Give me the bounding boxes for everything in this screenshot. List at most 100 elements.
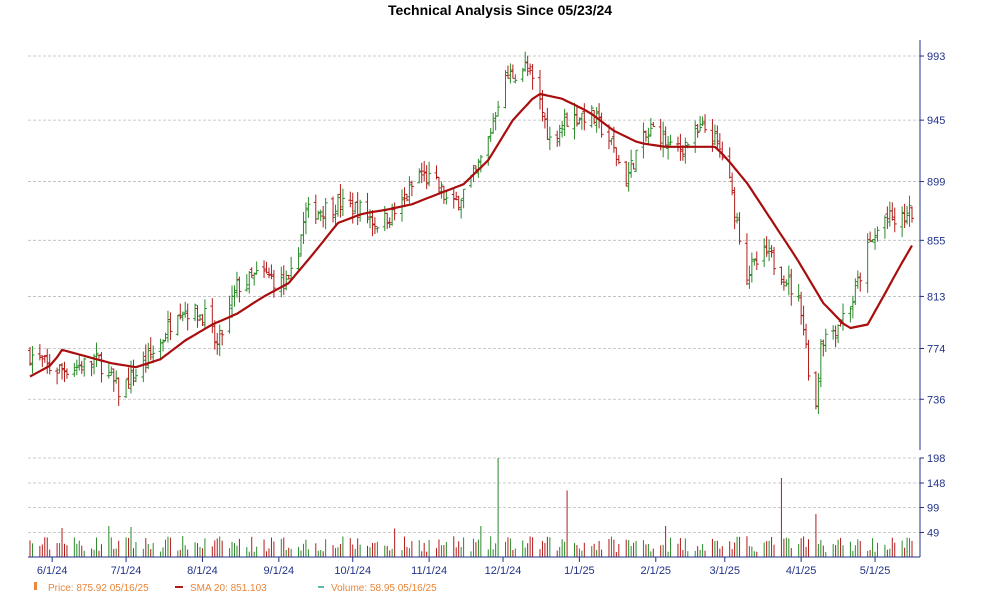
time-tick-label: 8/1/24 bbox=[187, 565, 218, 577]
ohlc-bar bbox=[806, 339, 811, 381]
ohlc-bar bbox=[841, 303, 846, 331]
ohlc-bar bbox=[663, 126, 668, 147]
time-tick-label: 7/1/24 bbox=[111, 565, 142, 577]
ohlc-bar bbox=[520, 67, 525, 83]
ohlc-bar bbox=[264, 261, 269, 274]
ohlc-bar bbox=[764, 236, 769, 257]
ohlc-bar bbox=[779, 266, 784, 286]
ohlc-bar bbox=[72, 362, 77, 377]
ohlc-bar bbox=[579, 112, 584, 130]
ohlc-bar bbox=[488, 128, 493, 142]
ohlc-bar bbox=[823, 328, 828, 353]
ohlc-bar bbox=[64, 368, 69, 379]
ohlc-bar bbox=[212, 320, 217, 350]
ohlc-bar bbox=[892, 207, 897, 233]
ohlc-bar bbox=[57, 363, 62, 374]
ohlc-bar bbox=[109, 366, 114, 376]
ohlc-bar bbox=[306, 197, 311, 218]
ohlc-bar bbox=[281, 265, 286, 295]
ohlc-bar bbox=[905, 205, 910, 225]
ohlc-bar bbox=[668, 134, 673, 146]
ohlc-bar bbox=[316, 210, 321, 220]
ohlc-bar bbox=[444, 191, 449, 205]
ohlc-bar bbox=[478, 155, 483, 173]
ohlc-bar bbox=[178, 303, 183, 320]
ohlc-bar bbox=[318, 209, 323, 222]
ohlc-bar bbox=[193, 303, 198, 322]
ohlc-bar bbox=[55, 367, 60, 385]
ohlc-bar bbox=[230, 285, 235, 318]
ohlc-bar bbox=[183, 301, 188, 318]
ohlc-bar bbox=[340, 188, 345, 216]
ohlc-bar bbox=[372, 217, 377, 235]
ohlc-bar bbox=[890, 202, 895, 221]
ohlc-bar bbox=[299, 234, 304, 257]
volume-bars bbox=[29, 458, 913, 557]
ohlc-bar bbox=[562, 108, 567, 136]
ohlc-bar bbox=[735, 212, 740, 224]
ohlc-bar bbox=[148, 337, 153, 361]
ohlc-bar bbox=[279, 266, 284, 298]
ohlc-bar bbox=[565, 112, 570, 127]
ohlc-bar bbox=[323, 198, 328, 230]
price-tick-label: 813 bbox=[927, 291, 945, 303]
ohlc-bar bbox=[910, 206, 914, 223]
ohlc-bar bbox=[37, 344, 42, 361]
time-tick-label: 11/1/24 bbox=[411, 565, 447, 577]
ohlc-bar bbox=[882, 215, 887, 239]
ohlc-bar bbox=[375, 226, 380, 233]
ohlc-bar bbox=[168, 312, 173, 341]
price-tick-label: 945 bbox=[927, 115, 945, 127]
ohlc-bar bbox=[42, 354, 47, 363]
ohlc-bar bbox=[542, 112, 547, 129]
ohlc-bar bbox=[720, 141, 725, 161]
ohlc-bar bbox=[45, 348, 50, 374]
ohlc-bar bbox=[355, 192, 360, 225]
ohlc-bar bbox=[560, 120, 565, 138]
ohlc-bar bbox=[289, 256, 294, 280]
ohlc-bar bbox=[503, 70, 508, 109]
ohlc-bar bbox=[439, 181, 444, 199]
ohlc-bar bbox=[597, 103, 602, 129]
ohlc-bar bbox=[436, 177, 441, 195]
ohlc-bar bbox=[89, 360, 94, 377]
time-tick-label: 5/1/25 bbox=[860, 565, 891, 577]
ohlc-bar bbox=[769, 245, 774, 258]
ohlc-bar bbox=[902, 203, 907, 229]
ohlc-bar bbox=[335, 193, 340, 217]
ohlc-bar bbox=[106, 361, 111, 379]
ohlc-bar bbox=[200, 314, 205, 326]
ohlc-bar bbox=[165, 310, 170, 343]
ohlc-bar bbox=[79, 360, 84, 374]
ohlc-bar bbox=[417, 168, 422, 184]
ohlc-bar bbox=[737, 212, 742, 245]
ohlc-bar bbox=[249, 267, 254, 278]
ohlc-bar bbox=[62, 361, 67, 383]
ohlc-bar bbox=[202, 299, 207, 328]
ohlc-bar bbox=[434, 165, 439, 180]
ohlc-bar bbox=[333, 204, 338, 227]
price-tick-label: 899 bbox=[927, 177, 945, 189]
ohlc-bar bbox=[754, 251, 759, 271]
ohlc-bar bbox=[217, 324, 222, 357]
ohlc-bar bbox=[789, 268, 794, 306]
ohlc-bar bbox=[715, 125, 720, 149]
ohlc-bar bbox=[459, 198, 464, 219]
ohlc-bar bbox=[865, 233, 870, 293]
ohlc-bar bbox=[461, 188, 466, 209]
time-tick-label: 6/1/24 bbox=[37, 565, 68, 577]
ohlc-bar bbox=[614, 147, 619, 167]
ohlc-bar bbox=[848, 306, 853, 323]
price-legend-label: Price: 875.92 05/16/25 bbox=[48, 583, 149, 594]
ohlc-bar bbox=[695, 123, 700, 138]
ohlc-bar bbox=[730, 172, 735, 196]
ohlc-bar bbox=[237, 276, 242, 303]
ohlc-bar bbox=[262, 260, 267, 278]
ohlc-bar bbox=[116, 377, 121, 406]
ohlc-bar bbox=[661, 121, 666, 158]
ohlc-bar bbox=[712, 124, 717, 146]
ohlc-bar bbox=[180, 311, 185, 322]
ohlc-bar bbox=[572, 102, 577, 140]
ohlc-bar bbox=[266, 267, 271, 279]
